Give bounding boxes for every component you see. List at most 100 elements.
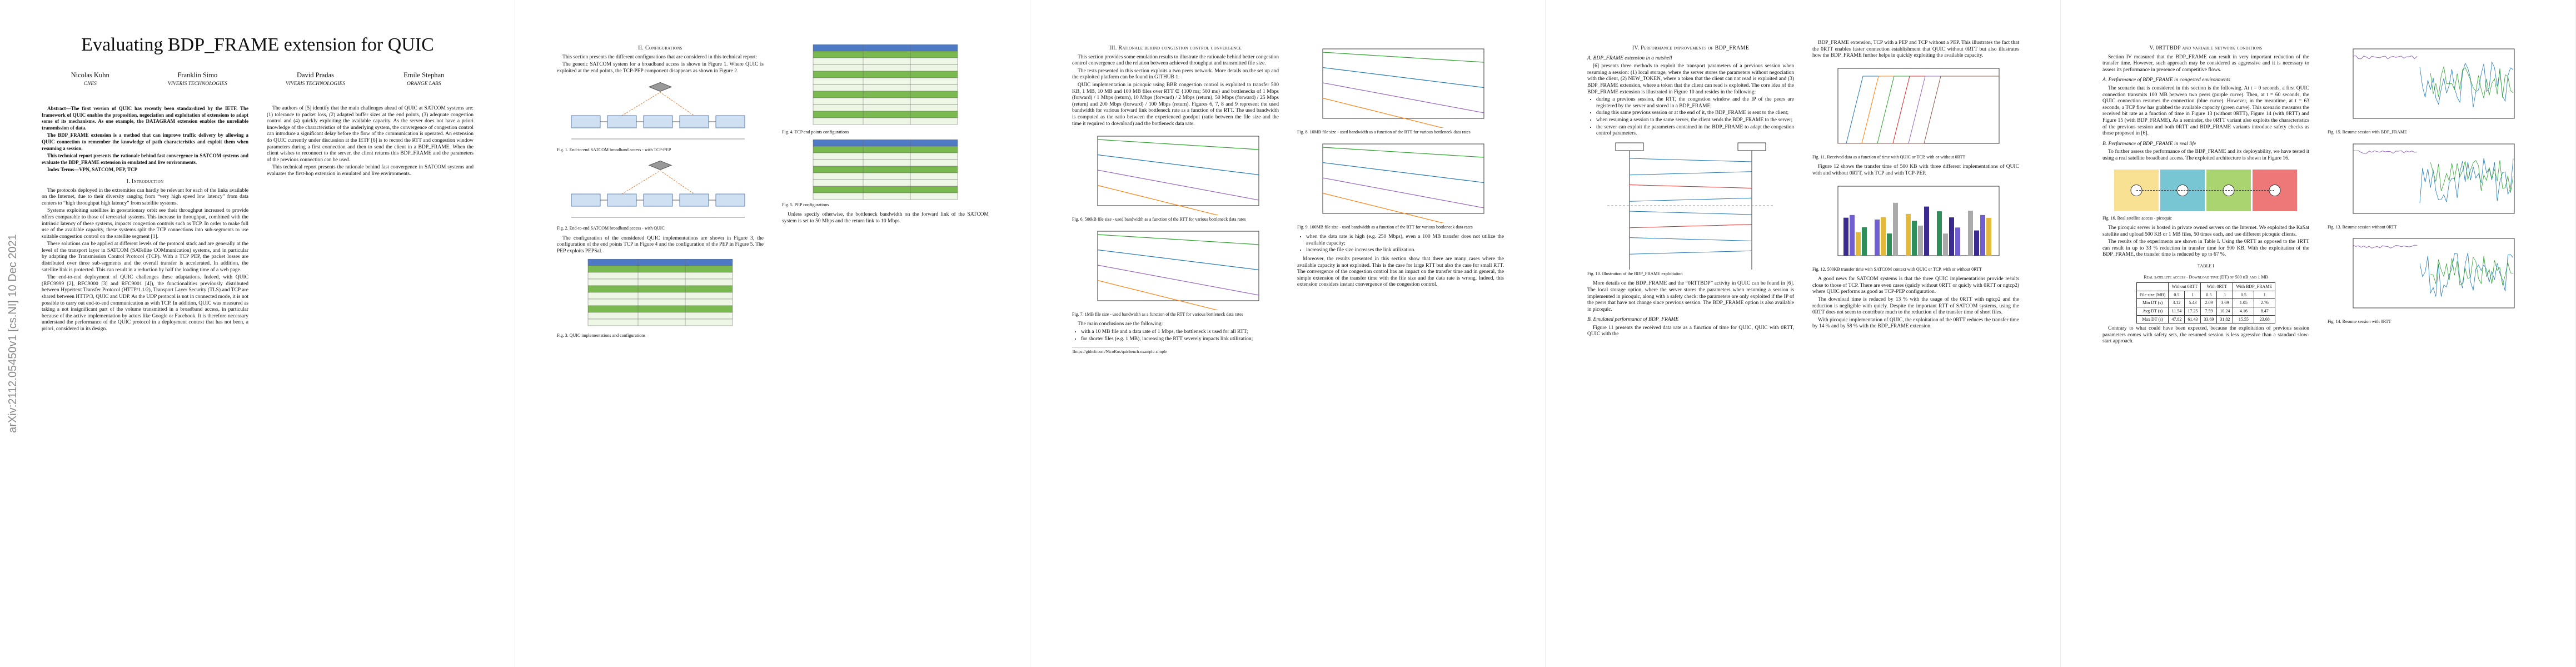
plot-curve [2419, 253, 2514, 297]
table-row [587, 319, 733, 326]
figure-graphic [1322, 143, 1484, 223]
plot-curve [1322, 162, 1484, 183]
plot-bar [1968, 210, 1973, 256]
table-row [813, 57, 958, 65]
paragraph: With picoquic implementation of QUIC, th… [1812, 317, 2019, 330]
figure-caption: Fig. 3. QUIC implementations and configu… [557, 333, 646, 339]
satellite-link [621, 170, 695, 195]
paragraph: The authors of [5] identify that the mai… [267, 106, 474, 163]
satellite-link [621, 92, 695, 116]
plot-bar [1943, 233, 1948, 256]
table-row [813, 152, 958, 160]
paper-title: Evaluating BDP_FRAME extension for QUIC [81, 34, 434, 55]
diagram-box [715, 115, 745, 128]
plot-curve [2430, 160, 2514, 193]
table-row [813, 51, 958, 58]
table-group-header: With BDP_FRAME [2233, 282, 2276, 291]
figure: Fig. 2. End-to-end SATCOM broadband acce… [557, 157, 764, 231]
author-affiliation: VIVERIS TECHNOLOGIES [286, 81, 345, 87]
plot-curve [2419, 61, 2514, 108]
satellite [648, 82, 672, 92]
subsection-heading: B. Emulated performance of BDP_FRAME [1587, 317, 1679, 323]
figure-graphic [813, 139, 958, 200]
figure-graphic [2114, 169, 2297, 211]
satellite [648, 160, 672, 170]
message-arrow [1629, 237, 1752, 241]
figure: Fig. 11. Received data as a function of … [1812, 64, 2019, 160]
figure: Fig. 5. PEP configurations [782, 139, 989, 208]
table-row [587, 292, 733, 300]
figure-caption: Fig. 15. Resume session with BDP_FRAME [2328, 130, 2407, 135]
subsection-heading: A. Performance of BDP_FRAME in congested… [2102, 77, 2230, 83]
plot-curve [1097, 265, 1259, 296]
plot-bar [1843, 217, 1848, 256]
table-cell: 15.55 [2233, 315, 2255, 324]
text-column: BDP_FRAME extension, TCP with a PEP and … [1812, 40, 2019, 331]
figure: Fig. 15. Resume session with BDP_FRAME [2328, 44, 2534, 135]
figure: Fig. 4. TCP end points configurations [782, 44, 989, 135]
diagram-box [679, 193, 709, 207]
table-cell: 8.47 [2254, 307, 2276, 316]
arxiv-stamp: arXiv:2112.05450v1 [cs.NI] 10 Dec 2021 [7, 234, 19, 433]
table-cell: 2.76 [2254, 298, 2276, 308]
figure-graphic [1837, 68, 2000, 144]
paragraph: [6] presents three methods to exploit th… [1587, 63, 1794, 95]
section-heading: IV. Performance improvements of BDP_FRAM… [1632, 45, 1750, 51]
table-header-cell: 0.5 [2200, 290, 2218, 300]
table-header-cell: 0.5 [2233, 290, 2255, 300]
table-cell: 7.59 [2200, 307, 2218, 316]
table-cell: 3.69 [2216, 298, 2234, 308]
table-cell: Avg DT (s) [2136, 307, 2169, 316]
table-row [813, 186, 958, 193]
message-arrow [1629, 211, 1752, 215]
paragraph: A good news for SATCOM systems is that t… [1812, 276, 2019, 295]
figure: Fig. 6. 500kB file size - used bandwidth… [1072, 132, 1279, 222]
table-label: TABLE I [2198, 263, 2214, 269]
bullet-item: with a 10 MB file and a data rate of 1 M… [1081, 329, 1279, 336]
table-row [813, 91, 958, 98]
text-column: III. Rationale behind congestion control… [1072, 40, 1279, 355]
bullet-item: when resuming a session to the same serv… [1596, 117, 1794, 124]
paper-page: arXiv:2112.05450v1 [cs.NI] 10 Dec 2021 Ev… [0, 0, 515, 667]
figure-graphic [1097, 231, 1259, 310]
plot-bar [1906, 213, 1911, 256]
figure-graphic [587, 259, 733, 326]
figure: Fig. 3. QUIC implementations and configu… [557, 259, 764, 339]
table-row [587, 286, 733, 293]
table-row [587, 312, 733, 320]
plot-curve [1838, 76, 1999, 144]
paragraph: This section provides some emulation res… [1072, 54, 1279, 67]
author: David Pradas VIVERIS TECHNOLOGIES [286, 71, 345, 87]
figure-caption: Fig. 6. 500kB file size - used bandwidth… [1072, 217, 1246, 222]
section-heading: V. 0RTTBDP and variable network conditio… [2149, 45, 2263, 51]
table-row [813, 146, 958, 153]
table-cell: Min DT (s) [2136, 298, 2169, 308]
message-arrow [1629, 250, 1752, 255]
figure-caption: Fig. 11. Received data as a function of … [1812, 154, 1966, 160]
table-header-cell: File size (MB) [2136, 290, 2169, 300]
table-row [813, 192, 958, 200]
table-row [587, 279, 733, 286]
plot-curve [1097, 234, 1259, 245]
message-arrow [1629, 184, 1752, 188]
figure: Fig. 13. Resume session without 0RTT [2328, 140, 2534, 230]
table-group-row: Without 0RTT With 0RTT With BDP_FRAME [2136, 282, 2276, 291]
plot-curve [1322, 67, 1484, 88]
diagram-box [571, 115, 601, 128]
figure: Fig. 1. End-to-end SATCOM broadband acce… [557, 79, 764, 153]
plot-bar [1937, 211, 1942, 256]
plot-curve [1322, 52, 1484, 63]
table-row [813, 97, 958, 105]
plot-curve [1097, 170, 1259, 201]
figure-graphic [1097, 136, 1259, 216]
table-row [587, 306, 733, 313]
bullet-list: during a previous session, the RTT, the … [1587, 97, 1794, 137]
plot-curve [2430, 66, 2514, 98]
plot-curve [1097, 280, 1219, 310]
figure-graphic [2353, 48, 2515, 119]
diagram-box [607, 115, 637, 128]
plot-curve [1838, 76, 1999, 144]
paragraph: To further assess the performance of the… [2102, 149, 2309, 161]
